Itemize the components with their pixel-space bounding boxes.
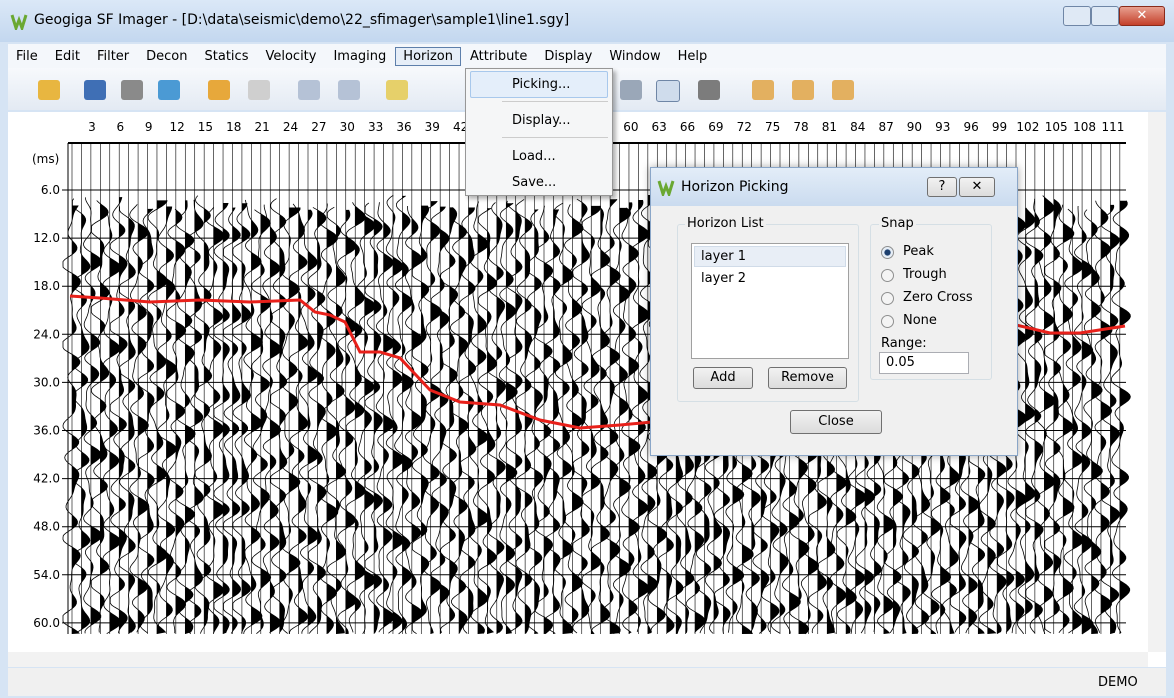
- trace-label: 72: [737, 120, 752, 134]
- time-label: 18.0: [33, 279, 60, 293]
- time-label: 54.0: [33, 568, 60, 582]
- trace-label: 9: [145, 120, 153, 134]
- radio-button[interactable]: [881, 269, 894, 282]
- radio-label[interactable]: Zero Cross: [903, 290, 973, 305]
- trace-label: 75: [765, 120, 780, 134]
- trace-label: 18: [226, 120, 241, 134]
- list-item[interactable]: layer 2: [695, 269, 845, 288]
- trace-label: 102: [1016, 120, 1039, 134]
- trace-label: 84: [850, 120, 865, 134]
- trace-label: 69: [708, 120, 723, 134]
- trace-label: 90: [907, 120, 922, 134]
- trace-label: 24: [283, 120, 298, 134]
- trace-label: 6: [117, 120, 125, 134]
- app-window: Geogiga SF Imager - [D:\data\seismic\dem…: [0, 0, 1174, 698]
- separator: [502, 137, 608, 138]
- trace-label: 66: [680, 120, 695, 134]
- separator: [502, 101, 608, 102]
- radio-button[interactable]: [881, 315, 894, 328]
- list-item[interactable]: layer 1: [694, 246, 846, 267]
- time-label: 24.0: [33, 327, 60, 341]
- radio-label[interactable]: None: [903, 313, 937, 328]
- menu-item[interactable]: Save...: [512, 175, 556, 190]
- dialog-icon: [657, 178, 675, 196]
- time-label: 60.0: [33, 616, 60, 630]
- radio-button[interactable]: [881, 292, 894, 305]
- horizon-picking-dialog: Horizon Picking ? ✕ Horizon List layer 1…: [650, 167, 1018, 456]
- v-scrollbar[interactable]: [1148, 112, 1166, 652]
- radio-button[interactable]: [881, 246, 894, 259]
- trace-label: 96: [964, 120, 979, 134]
- trace-label: 15: [198, 120, 213, 134]
- trace-label: 105: [1045, 120, 1068, 134]
- trace-label: 39: [425, 120, 440, 134]
- trace-label: 63: [652, 120, 667, 134]
- h-scrollbar[interactable]: [8, 652, 1148, 667]
- trace-label: 33: [368, 120, 383, 134]
- time-label: 42.0: [33, 472, 60, 486]
- time-label: 48.0: [33, 520, 60, 534]
- add-button[interactable]: Add: [693, 367, 753, 389]
- time-label: 12.0: [33, 231, 60, 245]
- trace-label: 36: [396, 120, 411, 134]
- dialog-close-x[interactable]: ✕: [959, 177, 995, 197]
- trace-label: 99: [992, 120, 1007, 134]
- group-label: Snap: [879, 216, 916, 231]
- range-input[interactable]: 0.05: [879, 352, 969, 374]
- trace-label: 27: [311, 120, 326, 134]
- trace-label: 111: [1102, 120, 1125, 134]
- trace-label: 93: [935, 120, 950, 134]
- trace-label: 78: [793, 120, 808, 134]
- radio-label[interactable]: Peak: [903, 244, 934, 259]
- trace-label: 30: [340, 120, 355, 134]
- time-label: 36.0: [33, 424, 60, 438]
- trace-label: 3: [88, 120, 96, 134]
- trace-label: 87: [878, 120, 893, 134]
- dialog-title: Horizon Picking: [681, 179, 788, 195]
- trace-label: 12: [169, 120, 184, 134]
- close-button[interactable]: Close: [790, 410, 882, 434]
- radio-label[interactable]: Trough: [903, 267, 947, 282]
- time-unit: (ms): [32, 152, 59, 166]
- time-label: 6.0: [41, 183, 60, 197]
- range-label: Range:: [881, 336, 927, 351]
- horizon-listbox: layer 1 layer 2: [691, 243, 849, 359]
- trace-label: 108: [1073, 120, 1096, 134]
- remove-button[interactable]: Remove: [768, 367, 847, 389]
- trace-label: 60: [623, 120, 638, 134]
- menu-item[interactable]: Picking...: [512, 77, 570, 92]
- horizon-menu: Picking... Display... Load... Save...: [465, 68, 613, 196]
- menu-item[interactable]: Display...: [512, 113, 570, 128]
- menu-item[interactable]: Load...: [512, 149, 556, 164]
- help-button[interactable]: ?: [927, 177, 957, 197]
- trace-label: 81: [822, 120, 837, 134]
- group-label: Horizon List: [685, 216, 766, 231]
- time-label: 30.0: [33, 375, 60, 389]
- trace-label: 21: [255, 120, 270, 134]
